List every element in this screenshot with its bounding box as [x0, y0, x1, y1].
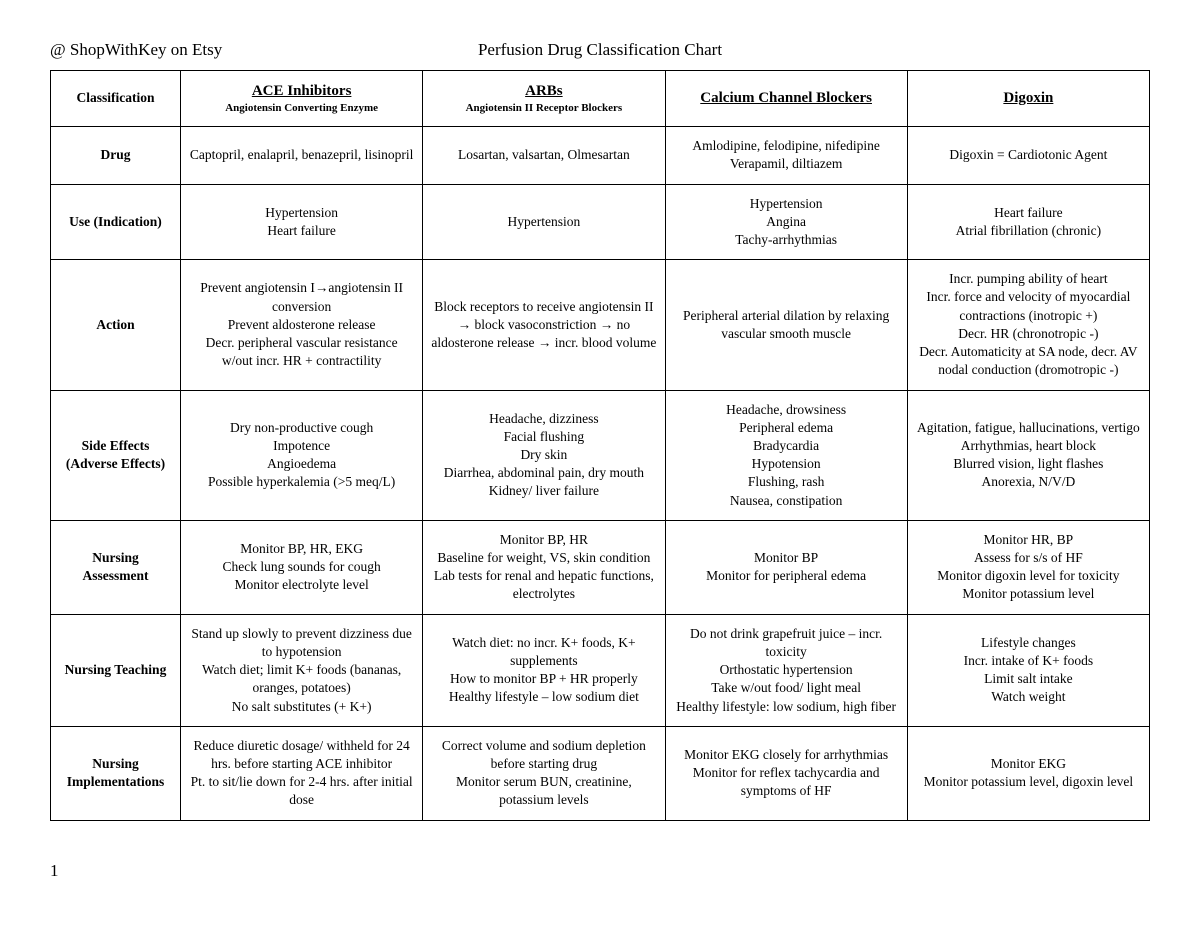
cell-use-col1: Hypertension [423, 184, 665, 260]
cell-implementations-col2: Monitor EKG closely for arrhythmiasMonit… [665, 726, 907, 820]
cell-assessment-col1: Monitor BP, HRBaseline for weight, VS, s… [423, 520, 665, 614]
cell-assessment-col2: Monitor BPMonitor for peripheral edema [665, 520, 907, 614]
col-subtitle: Angiotensin II Receptor Blockers [431, 101, 656, 116]
page-number: 1 [50, 861, 59, 880]
page-container: @ ShopWithKey on Etsy Perfusion Drug Cla… [0, 0, 1200, 901]
cell-teaching-col2: Do not drink grapefruit juice – incr. to… [665, 614, 907, 726]
row-label-classification: Classification [51, 71, 181, 127]
row-label-use: Use (Indication) [51, 184, 181, 260]
col-header-1: ARBsAngiotensin II Receptor Blockers [423, 71, 665, 127]
cell-teaching-col0: Stand up slowly to prevent dizziness due… [181, 614, 423, 726]
col-title: ARBs [431, 81, 656, 101]
cell-use-col3: Heart failureAtrial fibrillation (chroni… [907, 184, 1149, 260]
col-header-3: Digoxin [907, 71, 1149, 127]
row-label-action: Action [51, 260, 181, 390]
cell-drug-col2: Amlodipine, felodipine, nifedipineVerapa… [665, 127, 907, 184]
col-subtitle: Angiotensin Converting Enzyme [189, 101, 414, 116]
row-label-drug: Drug [51, 127, 181, 184]
cell-implementations-col3: Monitor EKGMonitor potassium level, digo… [907, 726, 1149, 820]
cell-side_effects-col3: Agitation, fatigue, hallucinations, vert… [907, 390, 1149, 520]
col-header-0: ACE InhibitorsAngiotensin Converting Enz… [181, 71, 423, 127]
col-header-2: Calcium Channel Blockers [665, 71, 907, 127]
cell-implementations-col1: Correct volume and sodium depletion befo… [423, 726, 665, 820]
header-row: @ ShopWithKey on Etsy Perfusion Drug Cla… [50, 40, 1150, 60]
cell-assessment-col3: Monitor HR, BPAssess for s/s of HFMonito… [907, 520, 1149, 614]
row-label-assessment: Nursing Assessment [51, 520, 181, 614]
header-center: Perfusion Drug Classification Chart [417, 40, 784, 60]
col-title: ACE Inhibitors [189, 81, 414, 101]
cell-action-col3: Incr. pumping ability of heartIncr. forc… [907, 260, 1149, 390]
cell-teaching-col3: Lifestyle changesIncr. intake of K+ food… [907, 614, 1149, 726]
cell-action-col2: Peripheral arterial dilation by relaxing… [665, 260, 907, 390]
cell-teaching-col1: Watch diet: no incr. K+ foods, K+ supple… [423, 614, 665, 726]
header-left: @ ShopWithKey on Etsy [50, 40, 417, 60]
cell-side_effects-col1: Headache, dizzinessFacial flushingDry sk… [423, 390, 665, 520]
cell-assessment-col0: Monitor BP, HR, EKGCheck lung sounds for… [181, 520, 423, 614]
drug-classification-table: ClassificationACE InhibitorsAngiotensin … [50, 70, 1150, 821]
cell-drug-col0: Captopril, enalapril, benazepril, lisino… [181, 127, 423, 184]
row-label-implementations: Nursing Implementations [51, 726, 181, 820]
row-label-side_effects: Side Effects (Adverse Effects) [51, 390, 181, 520]
col-title: Digoxin [916, 88, 1141, 108]
cell-side_effects-col0: Dry non-productive coughImpotenceAngioed… [181, 390, 423, 520]
row-label-teaching: Nursing Teaching [51, 614, 181, 726]
col-title: Calcium Channel Blockers [674, 88, 899, 108]
cell-drug-col3: Digoxin = Cardiotonic Agent [907, 127, 1149, 184]
cell-side_effects-col2: Headache, drowsinessPeripheral edemaBrad… [665, 390, 907, 520]
page-footer: 1 [50, 861, 1150, 881]
cell-action-col1: Block receptors to receive angiotensin I… [423, 260, 665, 390]
header-spacer [783, 40, 1150, 60]
cell-drug-col1: Losartan, valsartan, Olmesartan [423, 127, 665, 184]
cell-action-col0: Prevent angiotensin I→angiotensin II con… [181, 260, 423, 390]
cell-use-col2: HypertensionAnginaTachy-arrhythmias [665, 184, 907, 260]
cell-implementations-col0: Reduce diuretic dosage/ withheld for 24 … [181, 726, 423, 820]
cell-use-col0: HypertensionHeart failure [181, 184, 423, 260]
